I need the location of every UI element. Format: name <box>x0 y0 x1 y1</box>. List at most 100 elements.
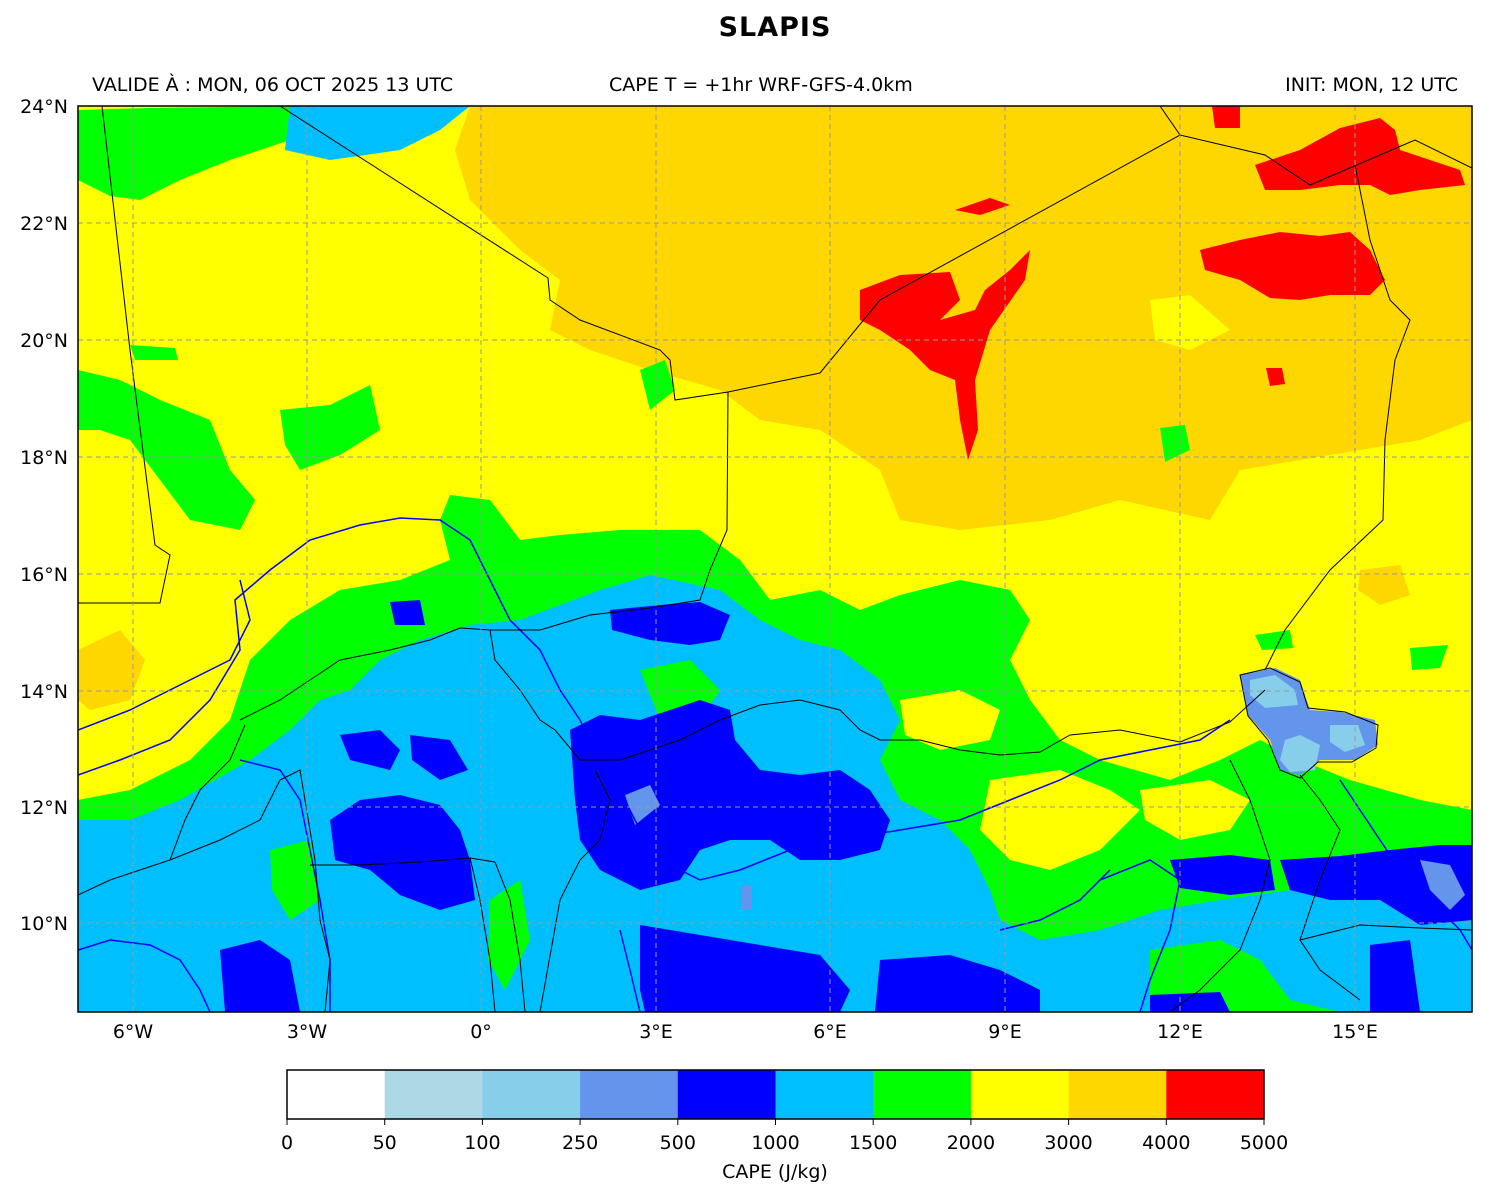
border-mali-niger <box>459 391 729 631</box>
colorbar-segment <box>580 1070 679 1119</box>
cape-region-4000-5000 <box>1266 368 1285 386</box>
map-panel <box>78 106 1472 1012</box>
lake-chad-outline <box>1239 667 1379 779</box>
border-ghana-togo <box>469 857 496 1012</box>
border-niger-chad <box>1264 164 1411 671</box>
border-burkina-ghana <box>310 857 496 866</box>
river-west <box>78 579 251 731</box>
border-niger-nigeria <box>554 689 1266 761</box>
colorbar-segment <box>384 1070 483 1119</box>
colorbar-tick-labels: 0 50 100 250 500 1000 1500 2000 3000 4000 5000 <box>281 1132 1288 1154</box>
cape-region-4000-5000 <box>1212 106 1240 128</box>
cape-region-4000-5000 <box>860 250 1030 460</box>
lat-tick-label: 22°N <box>20 213 68 235</box>
colorbar-segment <box>287 1070 386 1119</box>
cape-region-250-500 <box>742 885 752 910</box>
rivers <box>78 517 1472 1012</box>
valid-time-label: VALIDE À : MON, 06 OCT 2025 13 UTC <box>92 74 454 96</box>
colorbar-tick-label: 4000 <box>1142 1132 1190 1154</box>
border-ivory-burkina <box>169 769 316 861</box>
border-mauritania-mali <box>78 106 171 604</box>
cape-region-2000-3000 <box>900 690 1000 750</box>
cape-region-500-1000 <box>410 735 468 780</box>
lon-tick-label: 0° <box>470 1021 492 1043</box>
lon-tick-label: 3°E <box>639 1021 673 1043</box>
cape-region-500-1000 <box>640 925 850 1012</box>
border-benin-nigeria <box>539 769 611 1012</box>
cape-region-1500-2000 <box>78 106 300 200</box>
river-central <box>619 929 641 1012</box>
border-cameroon-chad <box>1299 774 1361 1001</box>
border-algeria-mali <box>279 106 729 401</box>
map-title: SLAPIS <box>718 12 832 43</box>
colorbar <box>286 1069 1265 1125</box>
lon-tick-label: 12°E <box>1157 1021 1203 1043</box>
border-libya-chad <box>1159 106 1181 136</box>
colorbar-tick-label: 1000 <box>751 1132 799 1154</box>
cape-region-2000-3000 <box>980 770 1140 870</box>
lat-tick-label: 16°N <box>20 564 68 586</box>
cape-region-100-250 <box>1330 725 1365 752</box>
colorbar-tick-label: 500 <box>660 1132 696 1154</box>
colorbar-tick-label: 100 <box>464 1132 500 1154</box>
lat-tick-labels: 24°N 22°N 20°N 18°N 16°N 14°N 12°N 10°N <box>20 96 68 935</box>
cape-region-1500-2000 <box>1160 425 1190 462</box>
cape-region-1500-2000 <box>1255 630 1293 650</box>
cape-region-1500-2000 <box>130 345 178 360</box>
colorbar-segment <box>1068 1070 1167 1119</box>
lon-tick-label: 6°W <box>113 1021 154 1043</box>
border-burkina-niger <box>489 629 556 731</box>
river-sangha <box>1099 859 1181 1012</box>
cape-region-100-250 <box>1280 735 1320 772</box>
cape-region-500-1000 <box>340 730 400 770</box>
colorbar-segment <box>775 1070 874 1119</box>
colorbar-segment <box>970 1070 1070 1119</box>
lon-tick-label: 3°W <box>287 1021 328 1043</box>
colorbar-segment <box>482 1070 581 1119</box>
map-frame <box>77 105 1473 1013</box>
colorbar-tick-label: 5000 <box>1240 1132 1288 1154</box>
cape-region-1000-1500 <box>285 106 470 160</box>
border-mali-guinea <box>78 724 246 896</box>
lon-tick-label: 15°E <box>1332 1021 1378 1043</box>
border-mali-burkina <box>239 627 461 721</box>
lat-tick-label: 20°N <box>20 330 68 352</box>
border-chad-car <box>1299 924 1472 941</box>
colorbar-label: CAPE (J/kg) <box>722 1161 828 1183</box>
cape-region-2000-3000 <box>1140 780 1250 840</box>
cape-region-500-1000 <box>330 795 475 910</box>
cape-region-500-1000 <box>1170 855 1275 895</box>
colorbar-tick-label: 250 <box>562 1132 598 1154</box>
colorbar-tick-label: 50 <box>373 1132 397 1154</box>
colorbar-tick-label: 3000 <box>1044 1132 1092 1154</box>
cape-region-1500-2000 <box>488 880 530 990</box>
benue-river <box>739 719 1231 871</box>
lon-tick-label: 9°E <box>988 1021 1022 1043</box>
cape-region-500-1000 <box>875 955 1040 1012</box>
init-time-label: INIT: MON, 12 UTC <box>1285 74 1458 96</box>
cape-region-4000-5000 <box>1255 118 1465 195</box>
cape-region-1500-2000 <box>78 370 255 530</box>
cape-region-4000-5000 <box>1200 232 1385 300</box>
border-nigeria-cameroon <box>1169 759 1271 1012</box>
colorbar-tick-label: 1500 <box>849 1132 897 1154</box>
cape-region-4000-5000 <box>955 198 1010 215</box>
lon-tick-label: 6°E <box>813 1021 847 1043</box>
lat-tick-label: 14°N <box>20 681 68 703</box>
cape-region-500-1000 <box>570 700 890 890</box>
cape-region-3000-4000 <box>78 630 145 710</box>
cape-region-1500-2000 <box>280 385 380 470</box>
colorbar-segment <box>873 1070 972 1119</box>
cape-region-500-1000 <box>1150 992 1230 1012</box>
river-south-west <box>78 939 211 1012</box>
cape-region-500-1000 <box>610 602 730 645</box>
colorbar-segment <box>1166 1070 1265 1119</box>
cape-region-500-1000 <box>1370 940 1420 1012</box>
river-east <box>999 869 1111 931</box>
cape-region-500-1000 <box>220 940 300 1012</box>
field-description-label: CAPE T = +1hr WRF-GFS-4.0km <box>609 74 913 96</box>
lat-tick-label: 24°N <box>20 96 68 118</box>
gridlines <box>78 106 1472 1012</box>
niger-river <box>78 517 741 881</box>
